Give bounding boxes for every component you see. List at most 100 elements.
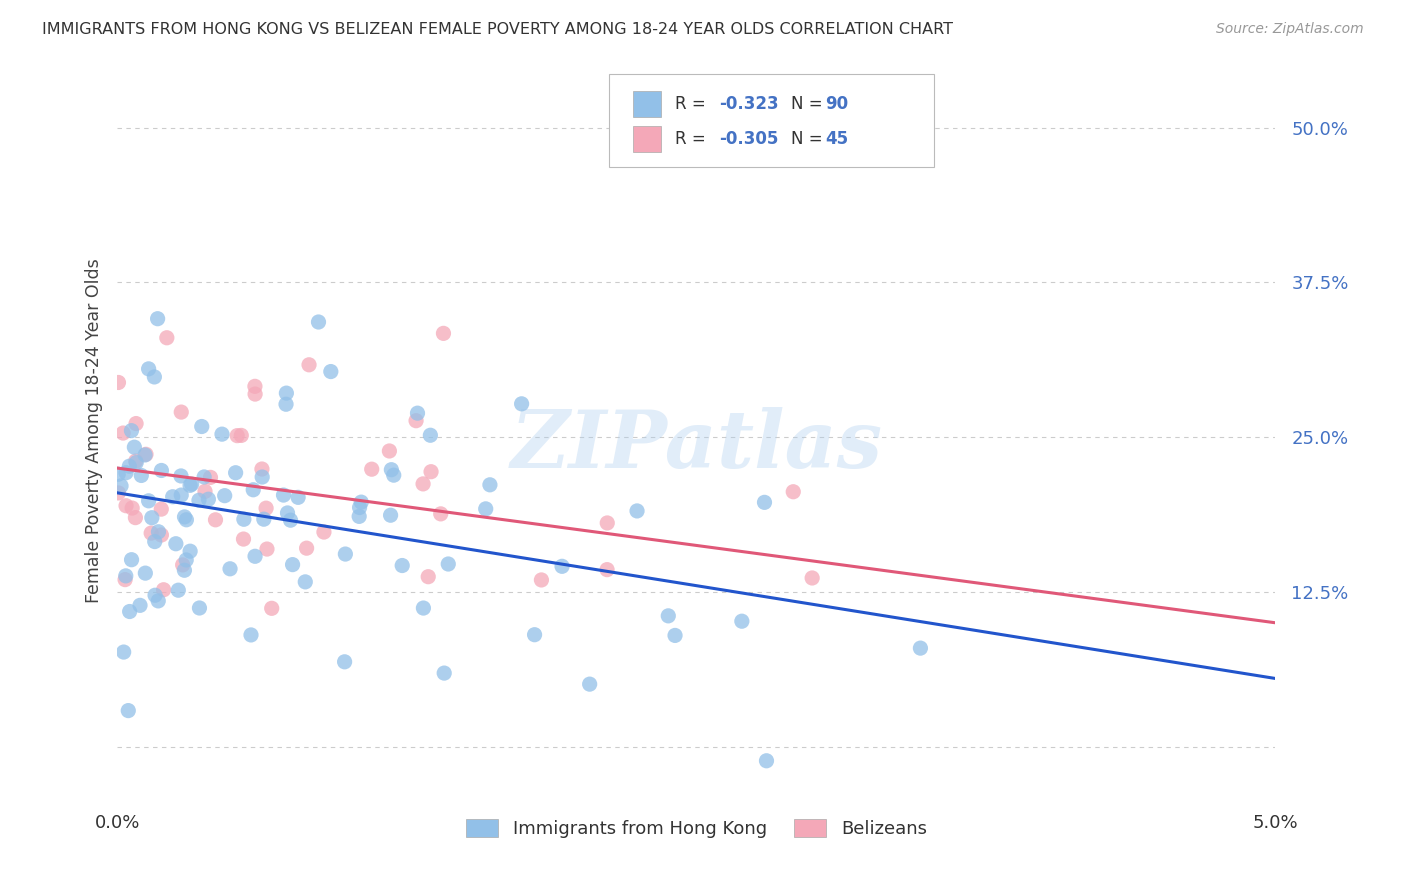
Point [190, 419, 212, 434]
Point [170, 488, 193, 502]
Point [194, 484, 217, 499]
Point [333, 655, 356, 669]
Point [167, 583, 190, 598]
Point [287, 491, 309, 505]
Point [188, 493, 211, 508]
Text: Source: ZipAtlas.com: Source: ZipAtlas.com [1216, 22, 1364, 37]
Point [308, 315, 330, 329]
Point [134, 448, 156, 462]
Legend: Immigrants from Hong Kong, Belizeans: Immigrants from Hong Kong, Belizeans [458, 812, 934, 846]
Point [193, 470, 215, 484]
Point [156, 331, 179, 345]
Point [135, 447, 157, 461]
Point [107, 376, 129, 390]
Point [523, 628, 546, 642]
Point [754, 495, 776, 509]
Point [510, 397, 533, 411]
Text: IMMIGRANTS FROM HONG KONG VS BELIZEAN FEMALE POVERTY AMONG 18-24 YEAR OLDS CORRE: IMMIGRANTS FROM HONG KONG VS BELIZEAN FE… [42, 22, 953, 37]
Point [418, 570, 440, 584]
Point [273, 488, 295, 502]
Point [530, 573, 553, 587]
Point [253, 512, 276, 526]
Point [801, 571, 824, 585]
Point [596, 516, 619, 530]
Point [731, 614, 754, 628]
Point [143, 534, 166, 549]
Point [274, 397, 297, 411]
Point [419, 428, 441, 442]
Point [152, 582, 174, 597]
Point [188, 601, 211, 615]
Point [596, 563, 619, 577]
Point [256, 542, 278, 557]
FancyBboxPatch shape [633, 91, 661, 117]
Point [232, 532, 254, 546]
Point [219, 562, 242, 576]
Point [551, 559, 574, 574]
Point [420, 465, 443, 479]
Point [226, 428, 249, 442]
Text: 45: 45 [825, 130, 849, 148]
Point [121, 501, 143, 516]
Point [231, 428, 253, 442]
Text: R =: R = [675, 130, 711, 148]
Point [405, 414, 427, 428]
Point [380, 508, 402, 523]
Point [281, 558, 304, 572]
Point [114, 573, 136, 587]
Point [429, 507, 451, 521]
Point [124, 440, 146, 454]
Point [173, 563, 195, 577]
Point [173, 509, 195, 524]
Point [170, 405, 193, 419]
Point [782, 484, 804, 499]
Point [578, 677, 600, 691]
Point [141, 526, 163, 541]
Text: ZIPatlas: ZIPatlas [510, 407, 883, 484]
Point [150, 463, 173, 477]
Point [176, 513, 198, 527]
Point [131, 468, 153, 483]
Point [232, 512, 254, 526]
Point [250, 470, 273, 484]
Point [412, 601, 434, 615]
FancyBboxPatch shape [609, 74, 934, 168]
Point [319, 365, 342, 379]
Point [391, 558, 413, 573]
Point [134, 566, 156, 581]
Point [755, 754, 778, 768]
Point [406, 406, 429, 420]
Point [162, 490, 184, 504]
Point [360, 462, 382, 476]
Point [243, 387, 266, 401]
Point [124, 510, 146, 524]
Point [197, 492, 219, 507]
Point [180, 477, 202, 491]
Point [112, 645, 135, 659]
Text: -0.323: -0.323 [718, 95, 779, 113]
Point [254, 501, 277, 516]
Point [174, 553, 197, 567]
Text: N =: N = [790, 130, 828, 148]
Point [378, 444, 401, 458]
Point [211, 427, 233, 442]
Point [165, 537, 187, 551]
Point [118, 459, 141, 474]
Point [117, 704, 139, 718]
Point [280, 513, 302, 527]
Point [148, 524, 170, 539]
Point [200, 470, 222, 484]
Point [382, 468, 405, 483]
Point [129, 599, 152, 613]
Point [214, 489, 236, 503]
Point [125, 456, 148, 470]
Point [172, 558, 194, 572]
Point [380, 463, 402, 477]
Point [412, 476, 434, 491]
Point [146, 311, 169, 326]
Point [347, 509, 370, 524]
Point [115, 499, 138, 513]
Point [243, 549, 266, 564]
Point [143, 588, 166, 602]
Point [474, 501, 496, 516]
